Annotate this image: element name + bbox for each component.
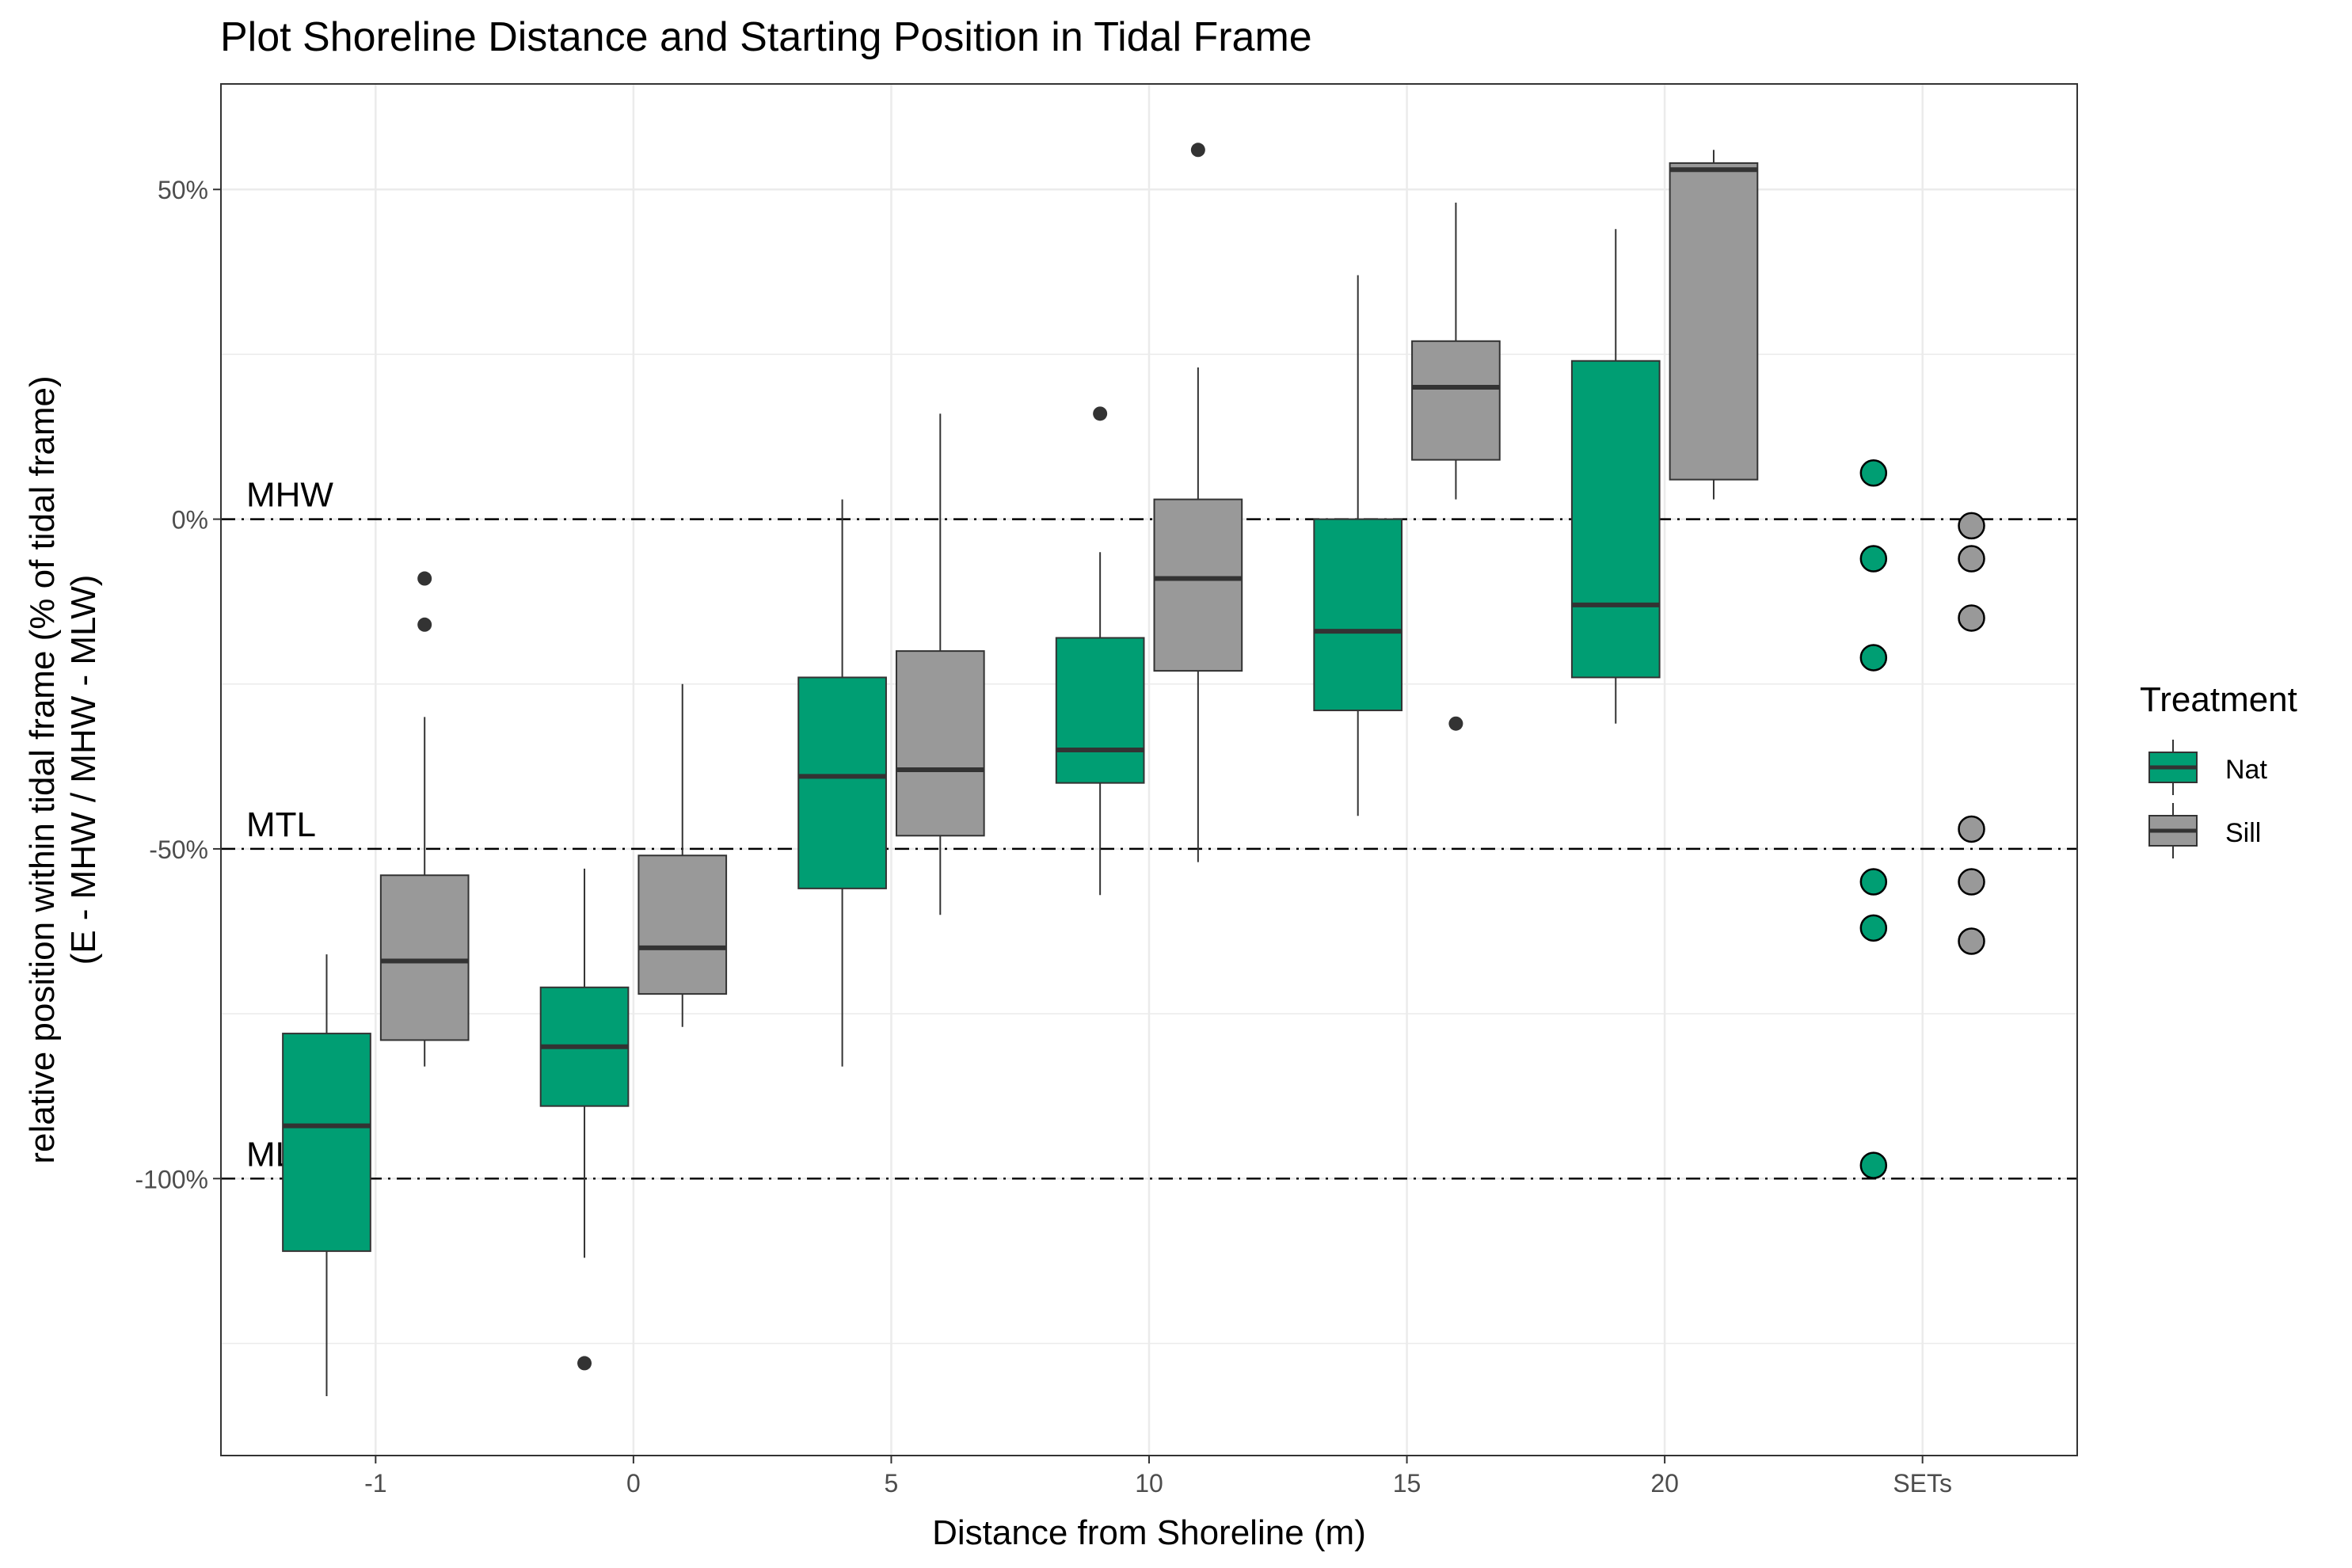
box-nat-5: [797, 499, 887, 1067]
x-tick-label: 5: [885, 1469, 899, 1498]
box-sill-5: [895, 413, 985, 915]
box-nat-20: [1570, 229, 1661, 724]
box-body: [1570, 360, 1661, 679]
grid-lines: [221, 84, 2077, 1456]
set-point-nat: [1859, 868, 1888, 896]
reference-line-label: MTL: [246, 805, 316, 844]
axis-ticks: 50% 0% -50% -100% -1 0 5 10 15 20 SETs: [135, 176, 1953, 1498]
box-sill-15: [1411, 202, 1501, 731]
x-tick-label: 20: [1650, 1469, 1679, 1498]
legend-label-sill: Sill: [2225, 818, 2261, 848]
box-body: [895, 650, 985, 837]
legend-key-nat: [2148, 740, 2198, 795]
box-body: [1153, 498, 1243, 672]
chart-marks: [282, 143, 1985, 1397]
box-sill-10: [1153, 143, 1243, 862]
outlier-point: [577, 1356, 592, 1371]
box-nat-10: [1055, 406, 1145, 896]
x-tick-label: 15: [1393, 1469, 1421, 1498]
y-tick-label: 50%: [158, 176, 208, 204]
set-point-sill: [1958, 815, 1985, 843]
y-axis-label-line-2: (E - MHW / MHW - MLW): [64, 575, 103, 965]
chart-title: Plot Shoreline Distance and Starting Pos…: [220, 14, 1312, 60]
box-nat-15: [1313, 275, 1403, 816]
set-point-sill: [1958, 868, 1985, 896]
outlier-point: [417, 571, 432, 586]
reference-line-label: MHW: [246, 476, 333, 515]
box-body: [1055, 637, 1145, 784]
y-tick-label: -100%: [135, 1165, 209, 1193]
set-point-sill: [1958, 545, 1985, 573]
box-body: [637, 854, 728, 995]
box-body: [1411, 340, 1501, 461]
y-axis-label-line-1: relative position within tidal frame (% …: [23, 375, 62, 1163]
outlier-point: [417, 617, 432, 632]
box-body: [379, 874, 470, 1041]
x-axis-label: Distance from Shoreline (m): [932, 1513, 1366, 1552]
legend-key-sill: [2148, 803, 2198, 858]
x-tick-label: 10: [1135, 1469, 1163, 1498]
set-point-nat: [1859, 644, 1888, 672]
box-sill-0: [637, 683, 728, 1027]
outlier-point: [1448, 716, 1463, 731]
box-body: [1313, 518, 1403, 712]
set-point-nat: [1859, 459, 1888, 487]
outlier-point: [1190, 143, 1205, 158]
box-sill--1: [379, 571, 470, 1067]
set-point-nat: [1859, 1151, 1888, 1179]
y-tick-label: 0%: [172, 506, 208, 535]
set-point-sill: [1958, 512, 1985, 540]
y-axis-label: relative position within tidal frame (% …: [23, 375, 103, 1163]
box-nat-0: [539, 868, 630, 1371]
y-tick-label: -50%: [149, 835, 208, 864]
box-body: [797, 676, 887, 889]
legend: Treatment Nat Sill: [2140, 680, 2297, 858]
set-point-sill: [1958, 927, 1985, 955]
set-point-nat: [1859, 914, 1888, 942]
x-tick-label: 0: [626, 1469, 641, 1498]
outlier-point: [1093, 406, 1108, 421]
set-point-nat: [1859, 545, 1888, 573]
box-sill-20: [1669, 150, 1759, 500]
legend-title: Treatment: [2140, 680, 2297, 719]
legend-label-nat: Nat: [2225, 755, 2267, 785]
box-body: [282, 1033, 371, 1252]
set-point-sill: [1958, 604, 1985, 632]
x-tick-label: SETs: [1893, 1469, 1952, 1498]
x-tick-label: -1: [364, 1469, 386, 1498]
box-nat--1: [282, 954, 371, 1397]
box-body: [1669, 162, 1759, 481]
